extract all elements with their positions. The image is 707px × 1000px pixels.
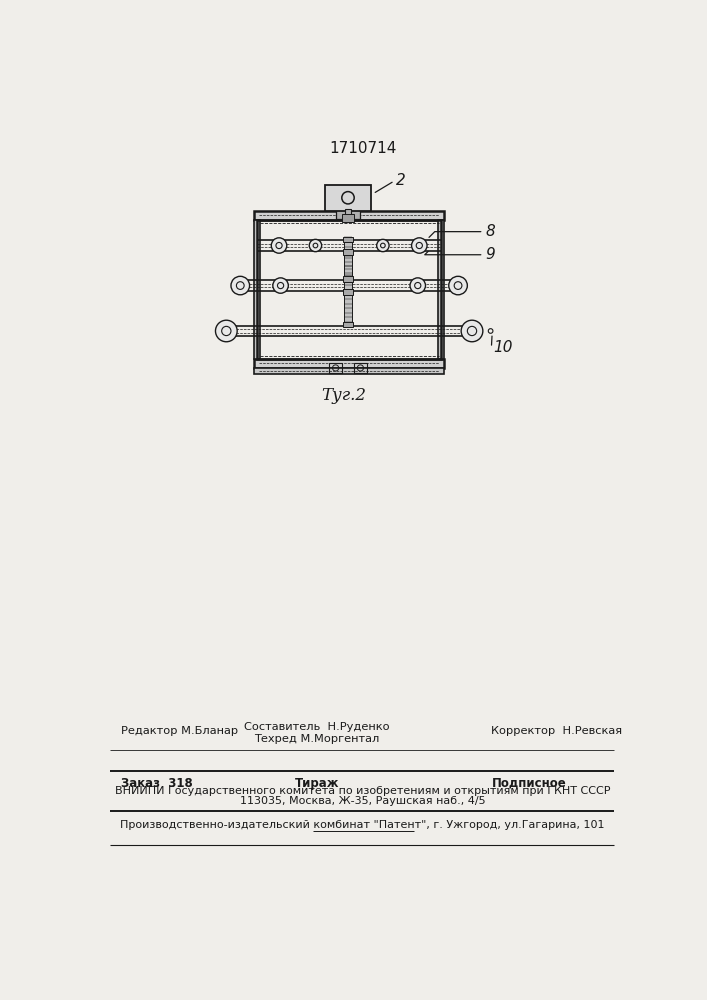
Text: 8: 8 [485, 224, 495, 239]
Bar [341, 214, 354, 222]
Text: Корректор  Н.Ревская: Корректор Н.Ревская [491, 726, 622, 736]
Bar [255, 368, 444, 374]
Circle shape [411, 238, 427, 253]
Bar [344, 239, 352, 292]
Circle shape [377, 239, 389, 252]
Circle shape [271, 238, 287, 253]
Text: Составитель  Н.Руденко: Составитель Н.Руденко [244, 722, 390, 732]
Bar [344, 252, 352, 279]
Text: Заказ  318: Заказ 318 [121, 777, 193, 790]
Circle shape [449, 276, 467, 295]
Text: 113035, Москва, Ж-35, Раушская наб., 4/5: 113035, Москва, Ж-35, Раушская наб., 4/5 [240, 796, 486, 806]
Bar [344, 276, 353, 282]
Bar [345, 209, 351, 220]
Circle shape [461, 320, 483, 342]
Bar [344, 289, 353, 295]
Text: Редактор М.Бланар: Редактор М.Бланар [121, 726, 238, 736]
Bar [344, 289, 353, 294]
Bar [255, 220, 260, 359]
Text: 2: 2 [396, 173, 406, 188]
Circle shape [410, 278, 426, 293]
Bar [344, 322, 353, 327]
Text: Подписное: Подписное [491, 777, 566, 790]
Text: 1710714: 1710714 [329, 141, 397, 156]
Bar [438, 220, 444, 359]
Bar [344, 237, 353, 242]
Circle shape [273, 278, 288, 293]
Text: Техред М.Моргентал: Техред М.Моргентал [255, 734, 380, 744]
Bar [336, 209, 361, 219]
Text: Тираж: Тираж [295, 777, 339, 790]
Text: ВНИИПИ Государственного комитета по изобретениям и открытиям при ГКНТ СССР: ВНИИПИ Государственного комитета по изоб… [115, 786, 610, 796]
Bar [325, 185, 371, 211]
Circle shape [309, 239, 322, 252]
Bar [255, 359, 444, 368]
Bar [344, 292, 352, 324]
Text: Производственно-издательский комбинат "Патент", г. Ужгород, ул.Гагарина, 101: Производственно-издательский комбинат "П… [120, 820, 605, 830]
Circle shape [231, 276, 250, 295]
Circle shape [216, 320, 237, 342]
Bar [255, 211, 444, 220]
Bar [354, 363, 367, 373]
Bar [344, 249, 353, 255]
Text: 9: 9 [485, 247, 495, 262]
Bar [329, 363, 341, 373]
Bar [257, 220, 441, 359]
Text: 10: 10 [493, 340, 513, 355]
Text: Τуг.2: Τуг.2 [322, 387, 367, 404]
